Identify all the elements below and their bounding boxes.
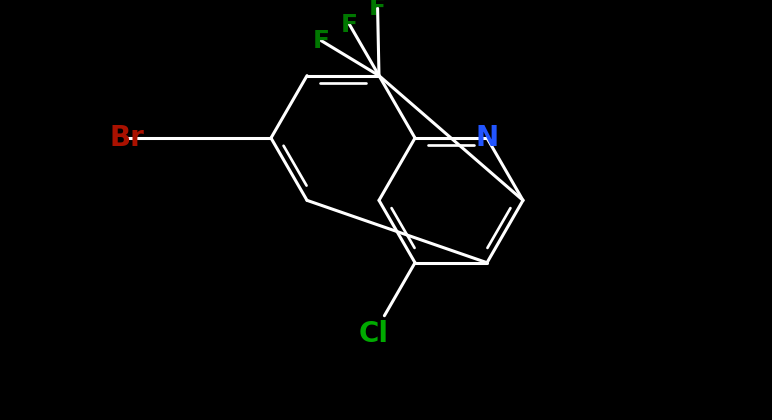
- Text: F: F: [369, 0, 386, 20]
- Text: Cl: Cl: [359, 320, 388, 349]
- Text: N: N: [476, 124, 499, 152]
- Text: F: F: [341, 13, 358, 37]
- Text: Br: Br: [110, 124, 144, 152]
- Text: F: F: [313, 29, 330, 53]
